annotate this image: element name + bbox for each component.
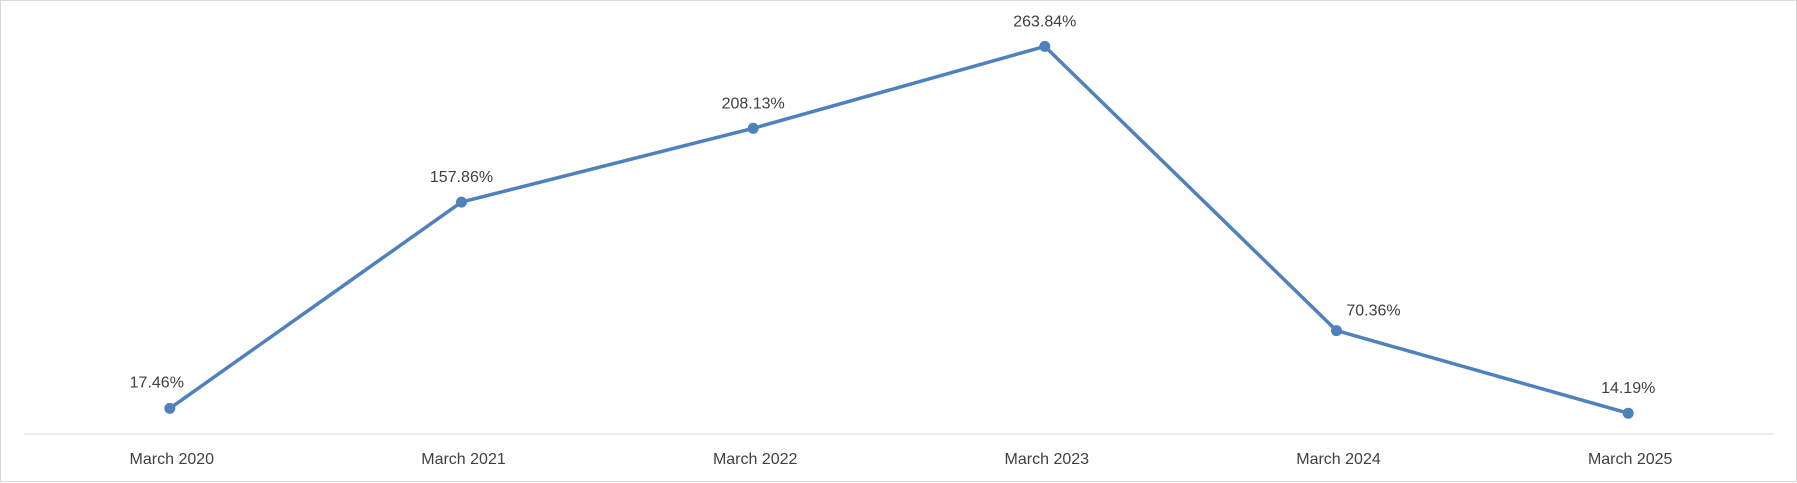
x-tick-label-6: March 2025 [1588,451,1673,468]
data-point-3 [747,122,759,134]
x-tick-label-3: March 2022 [713,451,798,468]
x-tick-label-2: March 2021 [421,451,506,468]
data-label-5: 70.36% [1346,303,1400,320]
x-tick-layer: March 2020 March 2021 March 2022 March 2023… [130,451,1673,468]
data-point-2 [456,196,467,208]
data-label-3: 208.13% [722,95,785,112]
series-layer [164,40,1634,419]
data-point-5 [1331,325,1342,337]
data-label-6: 14.19% [1601,380,1655,397]
data-point-4 [1039,40,1051,52]
x-tick-label-5: March 2024 [1296,451,1381,468]
data-label-4: 263.84% [1013,13,1076,30]
data-label-layer: 17.46% 157.86% 208.13% 263.84% 70.36% 14.19% [130,13,1656,397]
data-point-1 [164,402,176,414]
data-label-1: 17.46% [130,374,184,391]
x-tick-label-4: March 2023 [1005,451,1090,468]
data-point-6 [1622,407,1634,419]
series-line [168,44,1630,415]
data-label-2: 157.86% [430,169,493,186]
x-tick-label-1: March 2020 [130,451,215,468]
